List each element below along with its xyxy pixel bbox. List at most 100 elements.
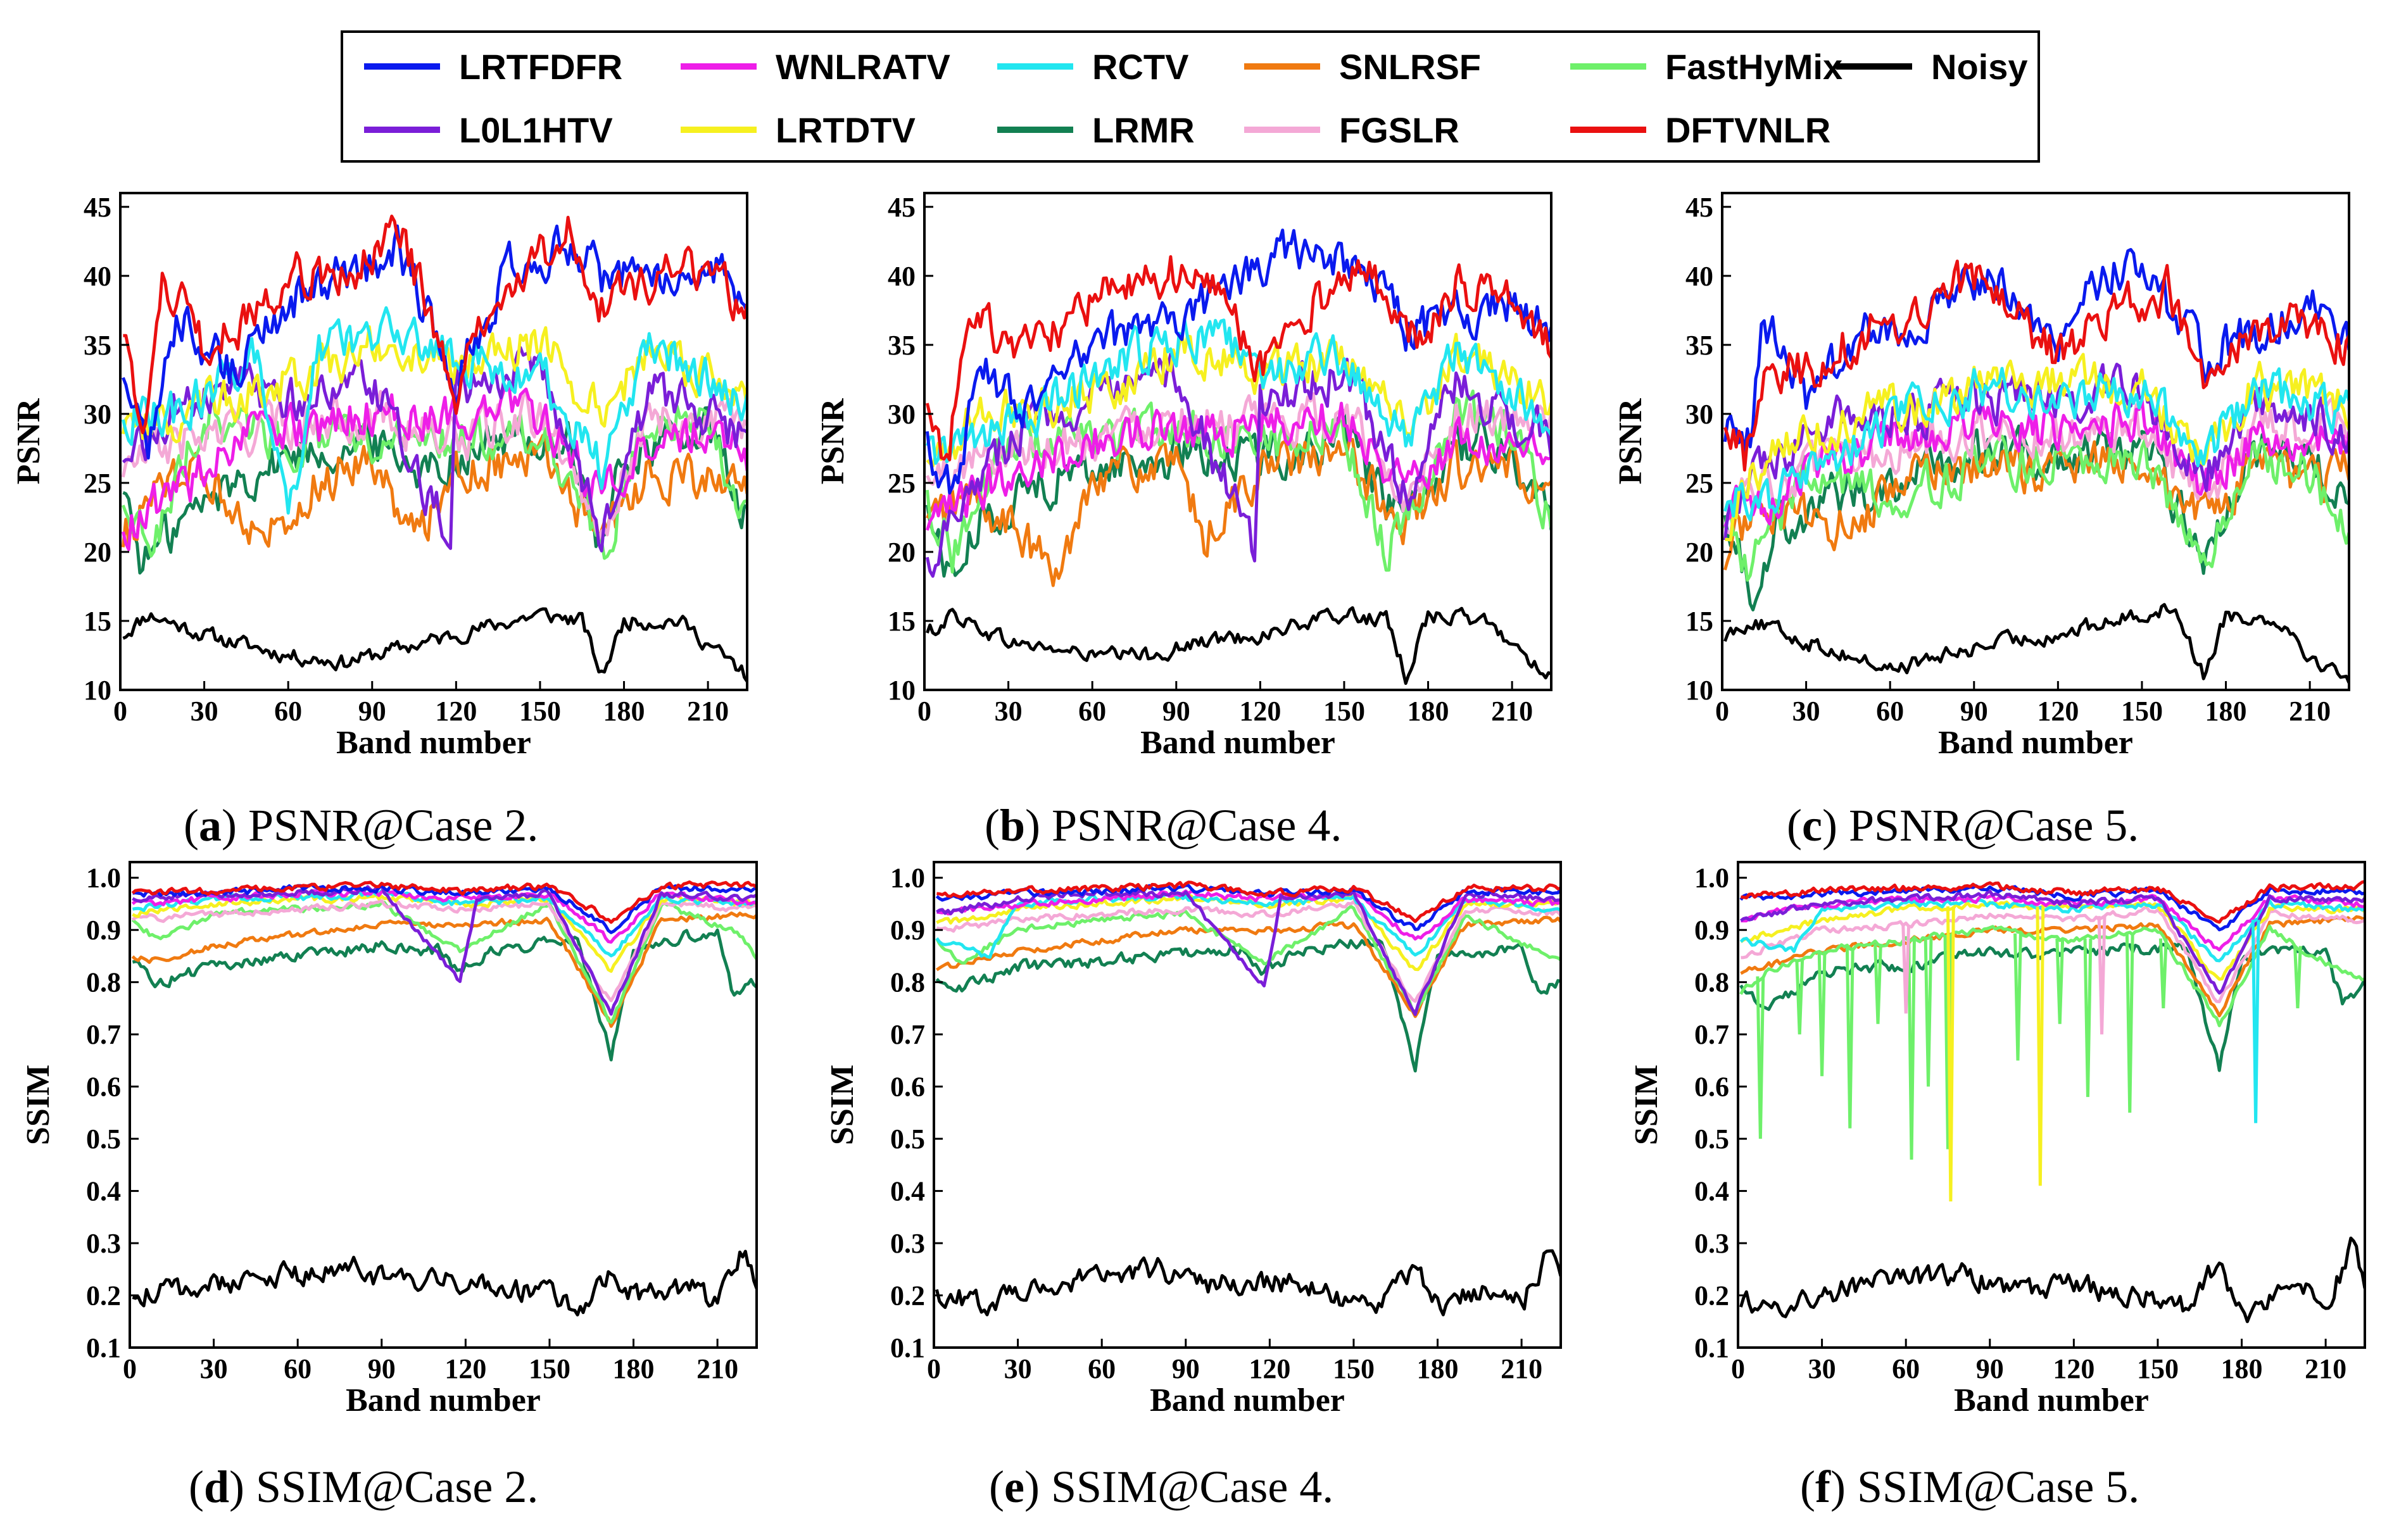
x-axis-label-e: Band number bbox=[1150, 1382, 1345, 1418]
caption-open-paren: ( bbox=[189, 1462, 204, 1512]
series-rctv-c bbox=[1723, 366, 2349, 522]
caption-text-b: PSNR@Case 4. bbox=[1040, 800, 1342, 851]
series-l0l1htv-e bbox=[936, 889, 1561, 1017]
caption-text-f: SSIM@Case 5. bbox=[1846, 1462, 2139, 1512]
x-tick-label-d-1: 30 bbox=[200, 1353, 228, 1384]
caption-letter-d: d bbox=[204, 1462, 229, 1512]
y-tick-label-c-6: 40 bbox=[1685, 261, 1713, 292]
x-axis-label-c: Band number bbox=[1938, 725, 2133, 761]
caption-close-paren: ) bbox=[229, 1462, 244, 1512]
y-tick-label-d-4: 0.5 bbox=[86, 1124, 121, 1155]
series-l0l1htv-d bbox=[132, 884, 757, 1016]
y-tick-label-a-0: 10 bbox=[84, 675, 111, 706]
y-tick-label-c-2: 20 bbox=[1685, 537, 1713, 568]
caption-letter-c: c bbox=[1802, 800, 1822, 851]
y-tick-label-c-1: 15 bbox=[1685, 606, 1713, 637]
series-dftvnlr-f bbox=[1741, 880, 2365, 924]
caption-f: (f) SSIM@Case 5. bbox=[1800, 1462, 2139, 1512]
y-tick-label-d-6: 0.7 bbox=[86, 1019, 121, 1050]
dropout-fasthymix-f-12 bbox=[2158, 938, 2168, 1009]
caption-b: (b) PSNR@Case 4. bbox=[985, 800, 1342, 851]
x-tick-label-f-6: 180 bbox=[2221, 1353, 2263, 1384]
legend-label-snlrsf: SNLRSF bbox=[1339, 47, 1481, 87]
y-tick-label-f-0: 0.1 bbox=[1694, 1332, 1729, 1363]
caption-text-e: SSIM@Case 4. bbox=[1040, 1462, 1333, 1512]
x-tick-label-e-4: 120 bbox=[1249, 1353, 1290, 1384]
y-tick-label-a-2: 20 bbox=[84, 537, 111, 568]
legend-box bbox=[341, 30, 2040, 163]
y-tick-label-a-3: 25 bbox=[84, 468, 111, 499]
caption-a: (a) PSNR@Case 2. bbox=[184, 800, 538, 851]
series-noisy-f bbox=[1739, 1236, 2365, 1324]
y-tick-label-c-7: 45 bbox=[1685, 192, 1713, 223]
series-noisy-e bbox=[935, 1249, 1561, 1317]
x-tick-label-a-2: 60 bbox=[274, 696, 302, 727]
legend-label-wnlratv: WNLRATV bbox=[776, 47, 950, 87]
y-tick-label-f-7: 0.8 bbox=[1694, 967, 1729, 998]
caption-open-paren: ( bbox=[1787, 800, 1802, 851]
y-tick-label-d-3: 0.4 bbox=[86, 1176, 121, 1207]
series-group-f bbox=[1739, 880, 2365, 1324]
series-wnlratv-d bbox=[131, 889, 757, 944]
y-axis-label-d: SSIM bbox=[20, 1065, 56, 1145]
caption-close-paren: ) bbox=[1024, 1462, 1040, 1512]
caption-close-paren: ) bbox=[1822, 800, 1837, 851]
x-tick-label-b-3: 90 bbox=[1162, 696, 1190, 727]
plot-frame-a bbox=[119, 192, 748, 691]
x-tick-label-a-7: 210 bbox=[687, 696, 729, 727]
y-tick-label-b-6: 40 bbox=[888, 261, 916, 292]
legend-label-noisy: Noisy bbox=[1931, 47, 2028, 87]
y-tick-label-f-9: 1.0 bbox=[1694, 863, 1729, 894]
y-axis-label-c: PSNR bbox=[1613, 398, 1649, 484]
x-tick-label-d-3: 90 bbox=[368, 1353, 396, 1384]
x-tick-label-b-6: 180 bbox=[1408, 696, 1449, 727]
y-tick-label-d-1: 0.2 bbox=[86, 1280, 121, 1312]
x-tick-label-f-4: 120 bbox=[2053, 1353, 2094, 1384]
x-tick-label-a-3: 90 bbox=[358, 696, 386, 727]
caption-c: (c) PSNR@Case 5. bbox=[1787, 800, 2139, 851]
series-snlrsf-c bbox=[1723, 440, 2349, 571]
y-tick-label-e-8: 0.9 bbox=[890, 915, 925, 946]
y-tick-label-f-1: 0.2 bbox=[1694, 1280, 1729, 1312]
legend-label-rctv: RCTV bbox=[1092, 47, 1188, 87]
chart-panel-b: 0 30 60 90 120 150 180 210 10 15 20 25 30 35 40 45 Band … bbox=[815, 192, 1552, 851]
y-tick-label-b-0: 10 bbox=[888, 675, 916, 706]
dropout-fasthymix-f-1 bbox=[1795, 959, 1804, 1035]
y-tick-label-e-7: 0.8 bbox=[890, 967, 925, 998]
series-l0l1htv-f bbox=[1739, 889, 2365, 995]
series-group-b bbox=[925, 228, 1551, 685]
caption-close-paren: ) bbox=[1025, 800, 1040, 851]
caption-open-paren: ( bbox=[985, 800, 1000, 851]
series-wnlratv-e bbox=[936, 889, 1561, 941]
legend-label-fasthymix: FastHyMix bbox=[1665, 47, 1842, 87]
y-tick-label-a-5: 35 bbox=[84, 330, 111, 361]
chart-panels: 0 30 60 90 120 150 180 2101015202530354045Band … bbox=[11, 192, 2366, 1512]
series-dftvnlr-e bbox=[936, 880, 1561, 923]
y-tick-label-f-2: 0.3 bbox=[1694, 1228, 1729, 1259]
plot-frame-f bbox=[1737, 861, 2366, 1349]
y-tick-label-a-4: 30 bbox=[84, 399, 111, 430]
series-fgslr-b bbox=[926, 392, 1551, 513]
series-noisy-b bbox=[926, 606, 1551, 685]
caption-text-c: PSNR@Case 5. bbox=[1837, 800, 2139, 851]
x-tick-label-c-1: 30 bbox=[1792, 696, 1820, 727]
x-tick-label-b-5: 150 bbox=[1323, 696, 1365, 727]
y-tick-label-c-3: 25 bbox=[1685, 468, 1713, 499]
caption-e: (e) SSIM@Case 4. bbox=[989, 1462, 1333, 1512]
series-snlrsf-e bbox=[935, 915, 1561, 1018]
series-lrtfdfr-c bbox=[1723, 247, 2349, 454]
series-lrmr-e bbox=[935, 938, 1561, 1073]
y-tick-label-e-4: 0.5 bbox=[890, 1124, 925, 1155]
x-tick-label-c-2: 60 bbox=[1876, 696, 1904, 727]
series-fasthymix-f bbox=[1739, 924, 2365, 1027]
caption-open-paren: ( bbox=[989, 1462, 1004, 1512]
x-tick-label-d-6: 180 bbox=[613, 1353, 655, 1384]
series-noisy-a bbox=[122, 607, 747, 682]
series-group-c bbox=[1723, 247, 2349, 684]
y-tick-label-f-3: 0.4 bbox=[1694, 1176, 1729, 1207]
series-group-d bbox=[131, 880, 757, 1317]
dropout-fasthymix-f-4 bbox=[1874, 944, 1882, 1024]
y-tick-label-d-8: 0.9 bbox=[86, 915, 121, 946]
y-tick-label-d-2: 0.3 bbox=[86, 1228, 121, 1259]
